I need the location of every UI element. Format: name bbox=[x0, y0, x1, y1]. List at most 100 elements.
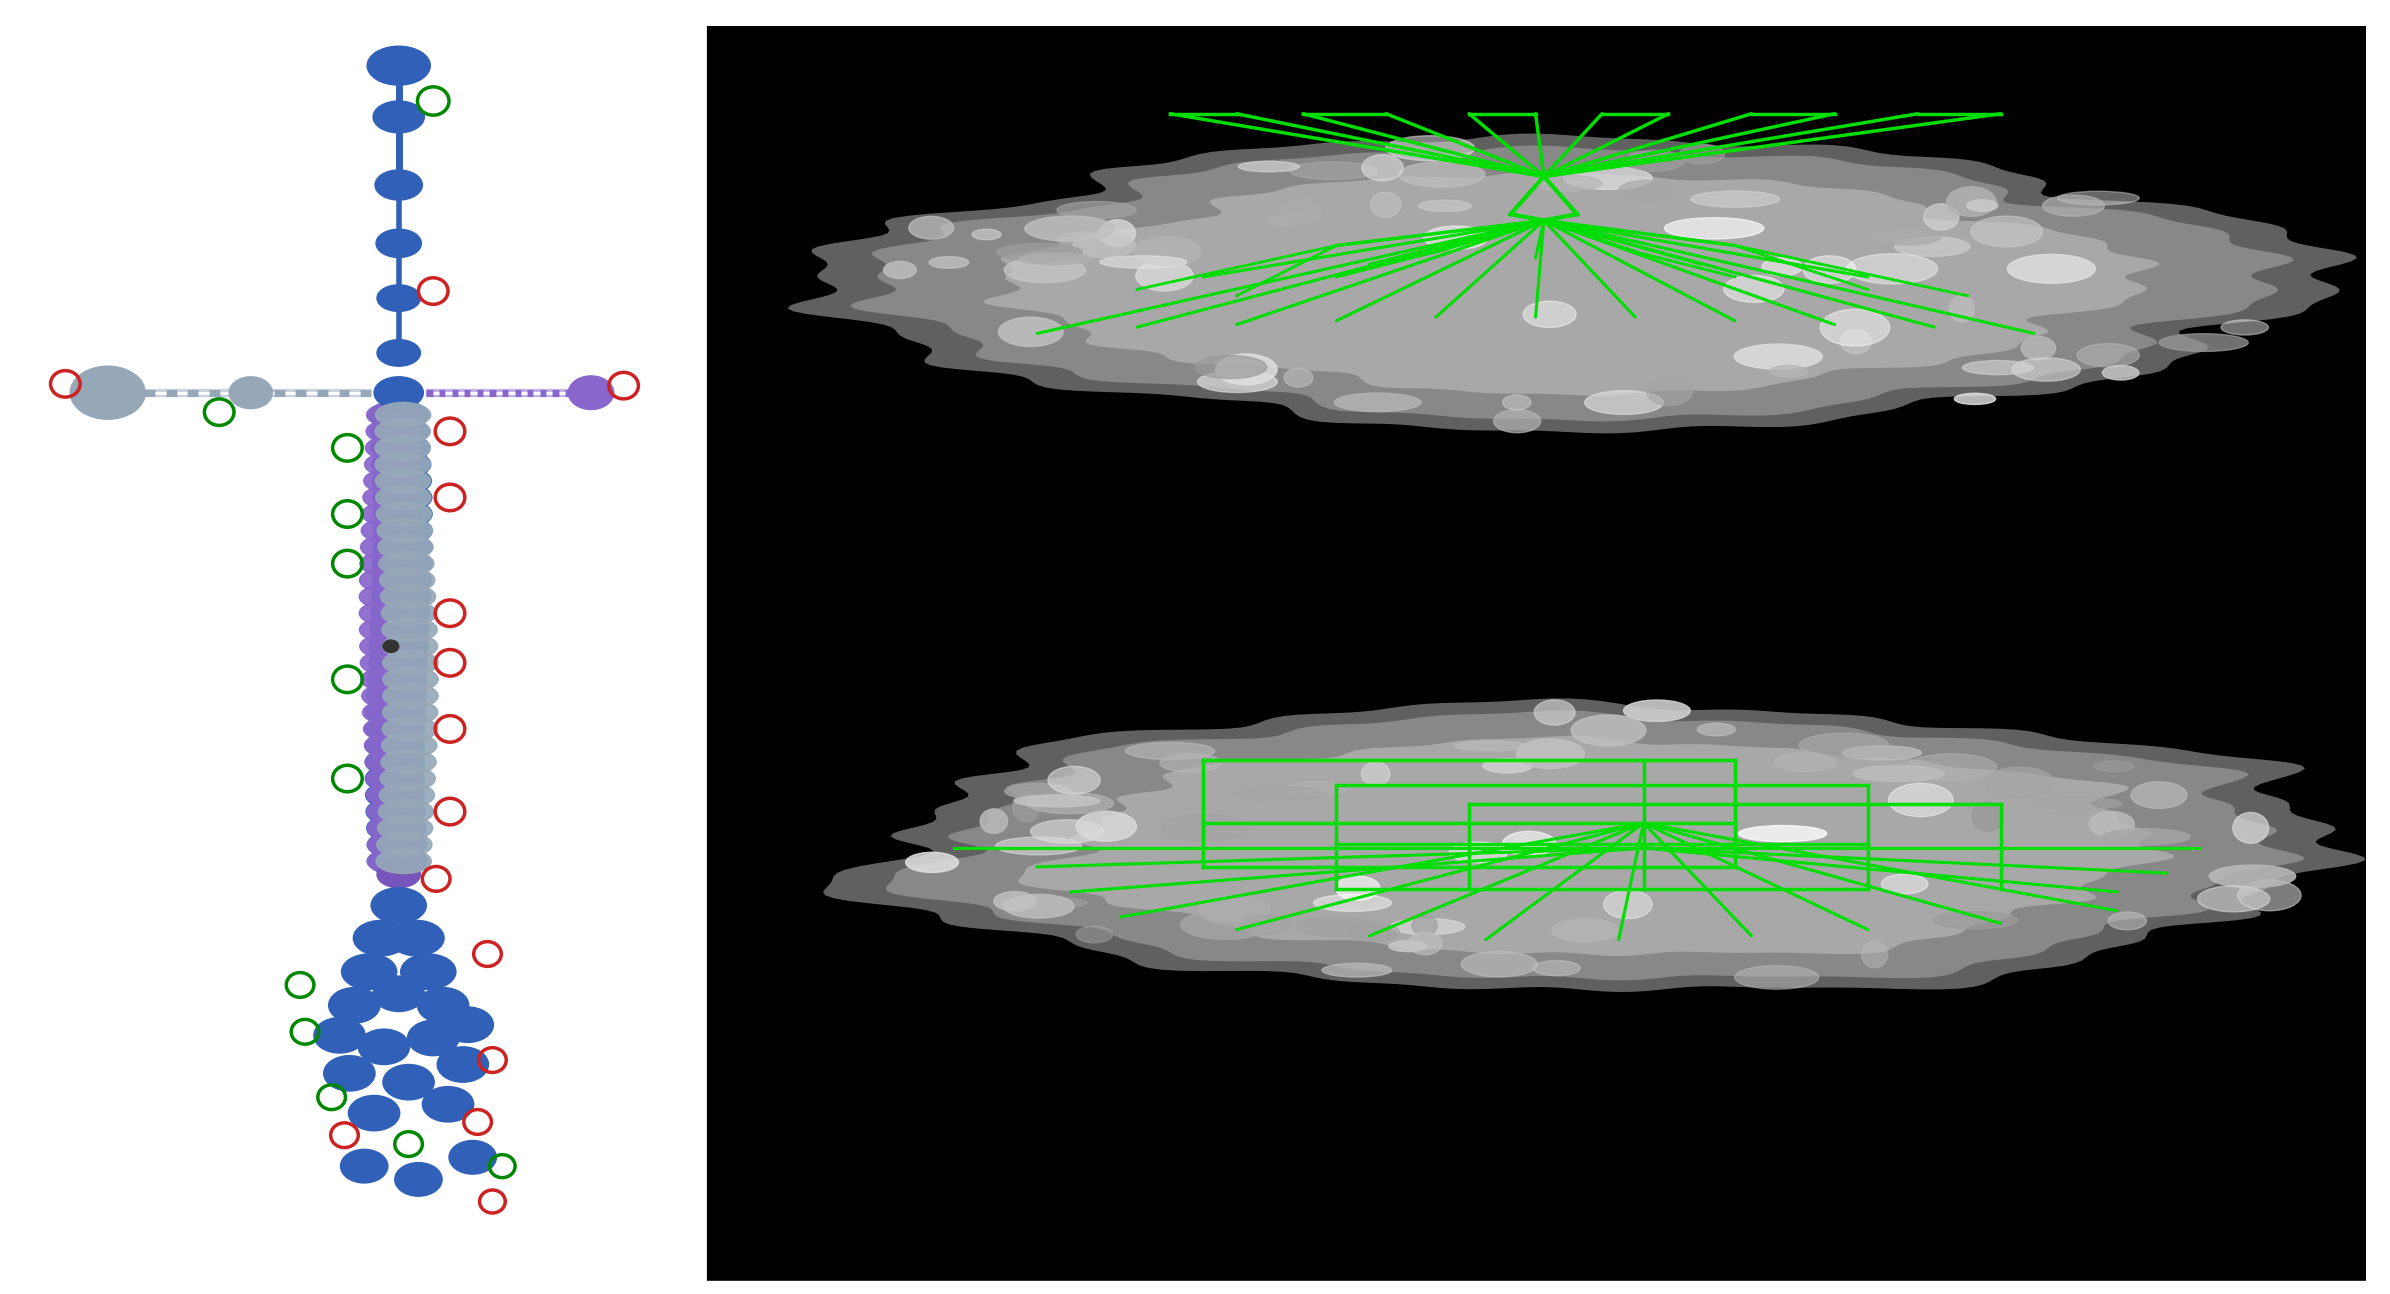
Ellipse shape bbox=[382, 641, 399, 652]
Ellipse shape bbox=[1412, 915, 1436, 936]
Ellipse shape bbox=[1697, 723, 1735, 736]
Ellipse shape bbox=[2237, 880, 2302, 911]
Ellipse shape bbox=[380, 568, 435, 593]
Polygon shape bbox=[786, 133, 2357, 433]
Ellipse shape bbox=[1236, 787, 1326, 801]
Ellipse shape bbox=[1881, 875, 1929, 894]
Ellipse shape bbox=[1420, 201, 1472, 211]
Ellipse shape bbox=[1847, 254, 1938, 283]
Ellipse shape bbox=[1126, 743, 1214, 760]
Ellipse shape bbox=[1073, 233, 1135, 258]
Polygon shape bbox=[982, 171, 2161, 396]
Ellipse shape bbox=[2094, 761, 2134, 771]
Ellipse shape bbox=[2058, 192, 2139, 204]
Ellipse shape bbox=[380, 585, 435, 609]
Ellipse shape bbox=[2077, 344, 2139, 366]
Ellipse shape bbox=[1099, 256, 1188, 268]
Ellipse shape bbox=[1680, 145, 1726, 164]
Ellipse shape bbox=[1871, 229, 1941, 245]
Ellipse shape bbox=[1025, 793, 1114, 814]
Ellipse shape bbox=[409, 1020, 459, 1056]
Ellipse shape bbox=[1735, 965, 1819, 989]
Ellipse shape bbox=[375, 485, 430, 510]
Ellipse shape bbox=[358, 600, 413, 625]
Ellipse shape bbox=[1532, 960, 1580, 976]
Ellipse shape bbox=[980, 809, 1009, 833]
Ellipse shape bbox=[1004, 258, 1085, 282]
Ellipse shape bbox=[378, 832, 433, 857]
Ellipse shape bbox=[1448, 842, 1508, 863]
Ellipse shape bbox=[1972, 216, 2043, 247]
Ellipse shape bbox=[370, 450, 430, 479]
Ellipse shape bbox=[375, 502, 433, 527]
Ellipse shape bbox=[1840, 330, 1871, 353]
Ellipse shape bbox=[390, 920, 445, 956]
Ellipse shape bbox=[1217, 355, 1276, 384]
Ellipse shape bbox=[1460, 951, 1537, 977]
Ellipse shape bbox=[1585, 391, 1663, 414]
Ellipse shape bbox=[380, 749, 435, 774]
Ellipse shape bbox=[382, 683, 437, 708]
Ellipse shape bbox=[1924, 203, 1960, 230]
Ellipse shape bbox=[368, 848, 428, 875]
Ellipse shape bbox=[1099, 220, 1135, 247]
Ellipse shape bbox=[366, 436, 421, 461]
Ellipse shape bbox=[358, 585, 413, 609]
Ellipse shape bbox=[375, 436, 430, 461]
Ellipse shape bbox=[323, 1056, 375, 1091]
Ellipse shape bbox=[370, 599, 430, 628]
Ellipse shape bbox=[375, 402, 430, 427]
Ellipse shape bbox=[375, 170, 423, 201]
Ellipse shape bbox=[1238, 162, 1300, 172]
Ellipse shape bbox=[1570, 714, 1647, 745]
Ellipse shape bbox=[994, 892, 1035, 911]
Ellipse shape bbox=[1369, 193, 1401, 217]
Ellipse shape bbox=[1503, 831, 1556, 857]
Ellipse shape bbox=[1663, 217, 1764, 239]
Ellipse shape bbox=[1159, 753, 1221, 773]
Ellipse shape bbox=[382, 1065, 435, 1100]
Ellipse shape bbox=[370, 616, 430, 644]
Ellipse shape bbox=[1018, 252, 1090, 264]
Ellipse shape bbox=[1004, 894, 1073, 919]
Ellipse shape bbox=[366, 419, 421, 444]
Ellipse shape bbox=[375, 452, 430, 476]
Ellipse shape bbox=[363, 700, 418, 725]
Ellipse shape bbox=[2032, 797, 2122, 810]
Ellipse shape bbox=[2132, 782, 2187, 809]
Ellipse shape bbox=[2108, 912, 2146, 930]
Ellipse shape bbox=[2101, 829, 2189, 845]
Ellipse shape bbox=[999, 317, 1064, 347]
Ellipse shape bbox=[1625, 150, 1685, 171]
Ellipse shape bbox=[2232, 813, 2268, 844]
Ellipse shape bbox=[1618, 180, 1675, 201]
Ellipse shape bbox=[1888, 783, 1953, 817]
Ellipse shape bbox=[382, 634, 437, 659]
Ellipse shape bbox=[394, 1162, 442, 1196]
Ellipse shape bbox=[1197, 895, 1269, 921]
Ellipse shape bbox=[373, 565, 430, 594]
Ellipse shape bbox=[378, 285, 421, 312]
Ellipse shape bbox=[908, 216, 954, 239]
Ellipse shape bbox=[354, 920, 409, 956]
Ellipse shape bbox=[366, 814, 425, 842]
Ellipse shape bbox=[339, 1149, 387, 1183]
Ellipse shape bbox=[1761, 258, 1802, 276]
Ellipse shape bbox=[1162, 814, 1250, 841]
Ellipse shape bbox=[2012, 358, 2079, 382]
Ellipse shape bbox=[1456, 740, 1525, 751]
Polygon shape bbox=[822, 699, 2366, 992]
Ellipse shape bbox=[1076, 927, 1114, 943]
Ellipse shape bbox=[368, 849, 423, 873]
Ellipse shape bbox=[1690, 192, 1781, 207]
Ellipse shape bbox=[1076, 811, 1138, 841]
Ellipse shape bbox=[368, 665, 425, 694]
Ellipse shape bbox=[378, 534, 433, 559]
Ellipse shape bbox=[361, 683, 416, 708]
Ellipse shape bbox=[1821, 309, 1890, 345]
Ellipse shape bbox=[1647, 378, 1692, 405]
Ellipse shape bbox=[1391, 919, 1465, 934]
Ellipse shape bbox=[418, 987, 468, 1024]
Polygon shape bbox=[851, 145, 2294, 422]
Ellipse shape bbox=[1398, 162, 1484, 188]
